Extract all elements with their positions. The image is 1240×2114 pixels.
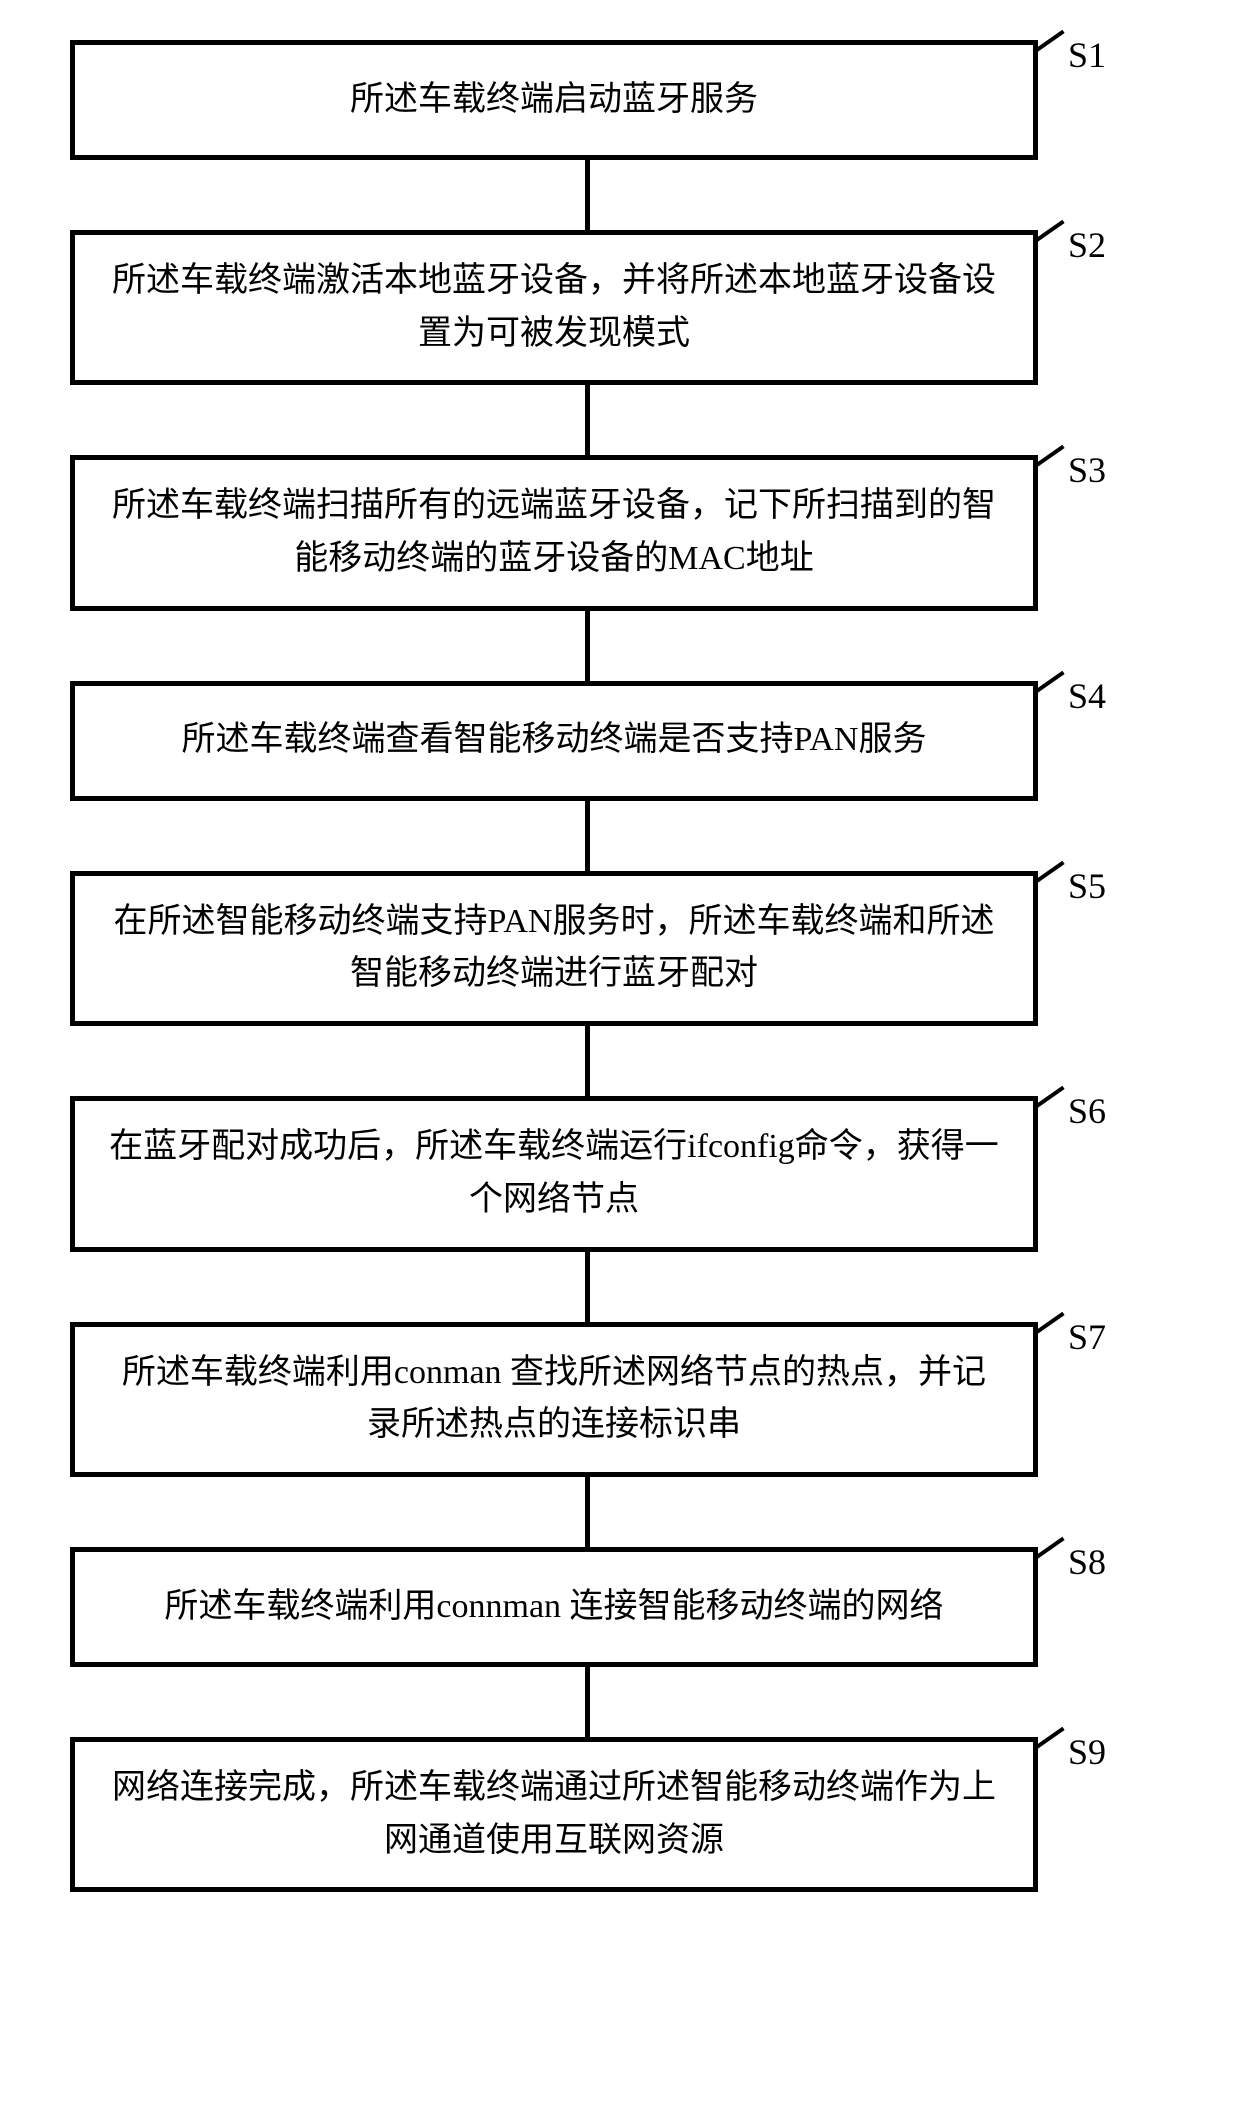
connector-line bbox=[585, 801, 590, 871]
step-box-s4: 所述车载终端查看智能移动终端是否支持PAN服务 bbox=[70, 681, 1038, 801]
step-text: 所述车载终端扫描所有的远端蓝牙设备，记下所扫描到的智能移动终端的蓝牙设备的MAC… bbox=[105, 480, 1003, 585]
step-text: 所述车载终端激活本地蓝牙设备，并将所述本地蓝牙设备设置为可被发现模式 bbox=[105, 255, 1003, 360]
connector-line bbox=[585, 611, 590, 681]
connector-line bbox=[585, 1477, 590, 1547]
step-text: 在所述智能移动终端支持PAN服务时，所述车载终端和所述智能移动终端进行蓝牙配对 bbox=[105, 896, 1003, 1001]
flow-step: 在蓝牙配对成功后，所述车载终端运行ifconfig命令，获得一个网络节点 S6 bbox=[70, 1096, 1170, 1251]
step-id-label: S3 bbox=[1068, 449, 1106, 491]
step-box-s1: 所述车载终端启动蓝牙服务 bbox=[70, 40, 1038, 160]
connector-line bbox=[585, 1026, 590, 1096]
flow-step: 所述车载终端利用conman 查找所述网络节点的热点，并记录所述热点的连接标识串… bbox=[70, 1322, 1170, 1477]
step-text: 所述车载终端查看智能移动终端是否支持PAN服务 bbox=[182, 714, 927, 767]
connector-line bbox=[585, 160, 590, 230]
step-id-label: S5 bbox=[1068, 865, 1106, 907]
step-id-label: S4 bbox=[1068, 675, 1106, 717]
step-box-s8: 所述车载终端利用connman 连接智能移动终端的网络 bbox=[70, 1547, 1038, 1667]
step-text: 在蓝牙配对成功后，所述车载终端运行ifconfig命令，获得一个网络节点 bbox=[105, 1121, 1003, 1226]
step-box-s6: 在蓝牙配对成功后，所述车载终端运行ifconfig命令，获得一个网络节点 bbox=[70, 1096, 1038, 1251]
step-id-label: S1 bbox=[1068, 34, 1106, 76]
step-id-label: S8 bbox=[1068, 1541, 1106, 1583]
step-id-label: S9 bbox=[1068, 1731, 1106, 1773]
flowchart-container: 所述车载终端启动蓝牙服务 S1 所述车载终端激活本地蓝牙设备，并将所述本地蓝牙设… bbox=[70, 40, 1170, 1892]
step-box-s7: 所述车载终端利用conman 查找所述网络节点的热点，并记录所述热点的连接标识串 bbox=[70, 1322, 1038, 1477]
step-id-label: S2 bbox=[1068, 224, 1106, 266]
step-text: 所述车载终端启动蓝牙服务 bbox=[350, 74, 758, 127]
flow-step: 所述车载终端查看智能移动终端是否支持PAN服务 S4 bbox=[70, 681, 1170, 801]
step-id-label: S7 bbox=[1068, 1316, 1106, 1358]
step-box-s3: 所述车载终端扫描所有的远端蓝牙设备，记下所扫描到的智能移动终端的蓝牙设备的MAC… bbox=[70, 455, 1038, 610]
flow-step: 所述车载终端启动蓝牙服务 S1 bbox=[70, 40, 1170, 160]
flow-step: 所述车载终端激活本地蓝牙设备，并将所述本地蓝牙设备设置为可被发现模式 S2 bbox=[70, 230, 1170, 385]
flow-step: 所述车载终端利用connman 连接智能移动终端的网络 S8 bbox=[70, 1547, 1170, 1667]
step-text: 网络连接完成，所述车载终端通过所述智能移动终端作为上网通道使用互联网资源 bbox=[105, 1762, 1003, 1867]
connector-line bbox=[585, 1667, 590, 1737]
connector-line bbox=[585, 385, 590, 455]
step-text: 所述车载终端利用connman 连接智能移动终端的网络 bbox=[164, 1581, 943, 1634]
step-box-s2: 所述车载终端激活本地蓝牙设备，并将所述本地蓝牙设备设置为可被发现模式 bbox=[70, 230, 1038, 385]
step-box-s5: 在所述智能移动终端支持PAN服务时，所述车载终端和所述智能移动终端进行蓝牙配对 bbox=[70, 871, 1038, 1026]
step-id-label: S6 bbox=[1068, 1090, 1106, 1132]
step-box-s9: 网络连接完成，所述车载终端通过所述智能移动终端作为上网通道使用互联网资源 bbox=[70, 1737, 1038, 1892]
flow-step: 在所述智能移动终端支持PAN服务时，所述车载终端和所述智能移动终端进行蓝牙配对 … bbox=[70, 871, 1170, 1026]
connector-line bbox=[585, 1252, 590, 1322]
flow-step: 网络连接完成，所述车载终端通过所述智能移动终端作为上网通道使用互联网资源 S9 bbox=[70, 1737, 1170, 1892]
step-text: 所述车载终端利用conman 查找所述网络节点的热点，并记录所述热点的连接标识串 bbox=[105, 1347, 1003, 1452]
flow-step: 所述车载终端扫描所有的远端蓝牙设备，记下所扫描到的智能移动终端的蓝牙设备的MAC… bbox=[70, 455, 1170, 610]
